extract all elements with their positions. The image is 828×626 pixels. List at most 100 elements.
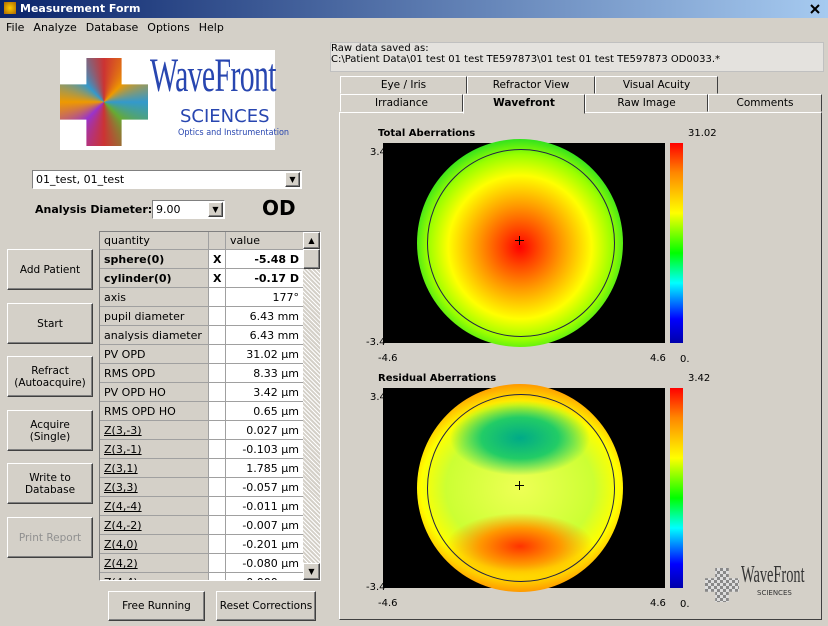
colorbar [670,388,683,588]
colorbar-min: 0. [680,599,690,610]
plot-title: Residual Aberrations [378,373,497,384]
close-button[interactable] [808,3,822,15]
tab[interactable]: Comments [708,94,822,112]
flag-cell [209,516,226,535]
flag-cell: X [209,269,226,288]
quantity-cell: Z(3,1) [100,459,209,478]
small-logo: WaveFront SCIENCES [705,562,813,606]
flag-cell [209,383,226,402]
side-button[interactable]: Start [7,303,93,344]
value-cell: 177° [226,288,304,307]
value-cell: 0.65 µm [226,402,304,421]
header-cell [209,232,226,250]
small-logo-pattern [705,568,739,602]
bottom-button[interactable]: Free Running [108,591,205,621]
center-cross [519,236,520,245]
y-min-label: -3.4 [366,582,386,593]
value-cell: -0.17 D [226,269,304,288]
pupil-circle [427,149,615,337]
menu-item[interactable]: Analyze [33,21,77,34]
tab[interactable]: Wavefront [463,94,585,114]
colorbar-max: 31.02 [688,128,717,139]
value-cell: 6.43 mm [226,326,304,345]
tab[interactable]: Eye / Iris [340,76,467,94]
flag-cell [209,573,226,580]
colorbar [670,143,683,343]
flag-cell [209,345,226,364]
tab[interactable]: Irradiance [340,94,463,112]
menu-item[interactable]: Help [198,21,224,34]
quantity-cell: axis [100,288,209,307]
quantity-cell: PV OPD [100,345,209,364]
flag-cell [209,364,226,383]
value-cell: -0.011 µm [226,497,304,516]
patient-select-value: 01_test, 01_test [36,173,125,186]
menu-item[interactable]: File [6,21,25,34]
logo-tagline: Optics and Instrumentation [178,128,290,138]
menu-bar: File Analyze Database Options Help [6,19,224,37]
analysis-diameter-label: Analysis Diameter: [35,203,153,216]
side-button[interactable]: Add Patient [7,249,93,290]
tab[interactable]: Raw Image [585,94,708,112]
tab[interactable]: Visual Acuity [595,76,718,94]
eye-label: OD [262,196,296,220]
quantity-cell: PV OPD HO [100,383,209,402]
pupil-circle [427,394,615,582]
scrollbar[interactable]: ▲ ▼ [303,232,320,580]
flag-cell [209,535,226,554]
dropdown-arrow[interactable]: ▼ [208,202,223,217]
flag-cell [209,459,226,478]
scroll-up[interactable]: ▲ [303,232,320,249]
flag-cell [209,421,226,440]
app-icon [4,2,16,14]
side-button[interactable]: Refract (Autoacquire) [7,356,93,397]
flag-cell [209,554,226,573]
bottom-button[interactable]: Reset Corrections [216,591,316,621]
quantity-cell: cylinder(0) [100,269,209,288]
logo-brand: WaveFront [150,49,277,102]
quantity-cell: Z(3,-1) [100,440,209,459]
flag-cell [209,478,226,497]
x-min-label: -4.6 [378,598,398,609]
value-cell: 31.02 µm [226,345,304,364]
quantity-cell: Z(4,0) [100,535,209,554]
colorbar-min: 0. [680,354,690,365]
x-min-label: -4.6 [378,353,398,364]
flag-cell [209,326,226,345]
x-max-label: 4.6 [650,353,666,364]
raw-data-label: Raw data saved as: [331,43,429,54]
patient-select[interactable]: 01_test, 01_test ▼ [32,170,302,189]
analysis-diameter-value: 9.00 [156,203,181,216]
logo-sciences: SCIENCES [180,106,270,127]
side-button[interactable]: Acquire (Single) [7,410,93,451]
menu-item[interactable]: Options [147,21,190,34]
tab[interactable]: Refractor View [467,76,595,94]
center-cross [519,481,520,490]
quantity-cell: Z(4,-2) [100,516,209,535]
header-cell: quantity [100,232,209,250]
flag-cell [209,497,226,516]
value-cell: 6.43 mm [226,307,304,326]
scroll-thumb[interactable] [303,249,320,269]
analysis-diameter-select[interactable]: 9.00 ▼ [152,200,225,219]
dropdown-arrow[interactable]: ▼ [285,172,300,187]
menu-item[interactable]: Database [85,21,139,34]
value-cell: 0.000 µm [226,573,304,580]
side-button[interactable]: Print Report [7,517,93,558]
window-title: Measurement Form [20,2,141,15]
colorbar-max: 3.42 [688,373,711,384]
value-cell: 8.33 µm [226,364,304,383]
value-cell: -0.080 µm [226,554,304,573]
flag-cell: X [209,250,226,269]
scroll-down[interactable]: ▼ [303,563,320,580]
header-cell: value [226,232,304,250]
raw-data-path: C:\Patient Data\01 test 01 test TE597873… [331,54,721,65]
x-max-label: 4.6 [650,598,666,609]
title-bar [0,0,828,18]
value-cell: -0.103 µm [226,440,304,459]
side-button[interactable]: Write to Database [7,463,93,504]
y-max-label: 3.4 [370,392,386,403]
quantity-cell: RMS OPD [100,364,209,383]
quantity-cell: analysis diameter [100,326,209,345]
